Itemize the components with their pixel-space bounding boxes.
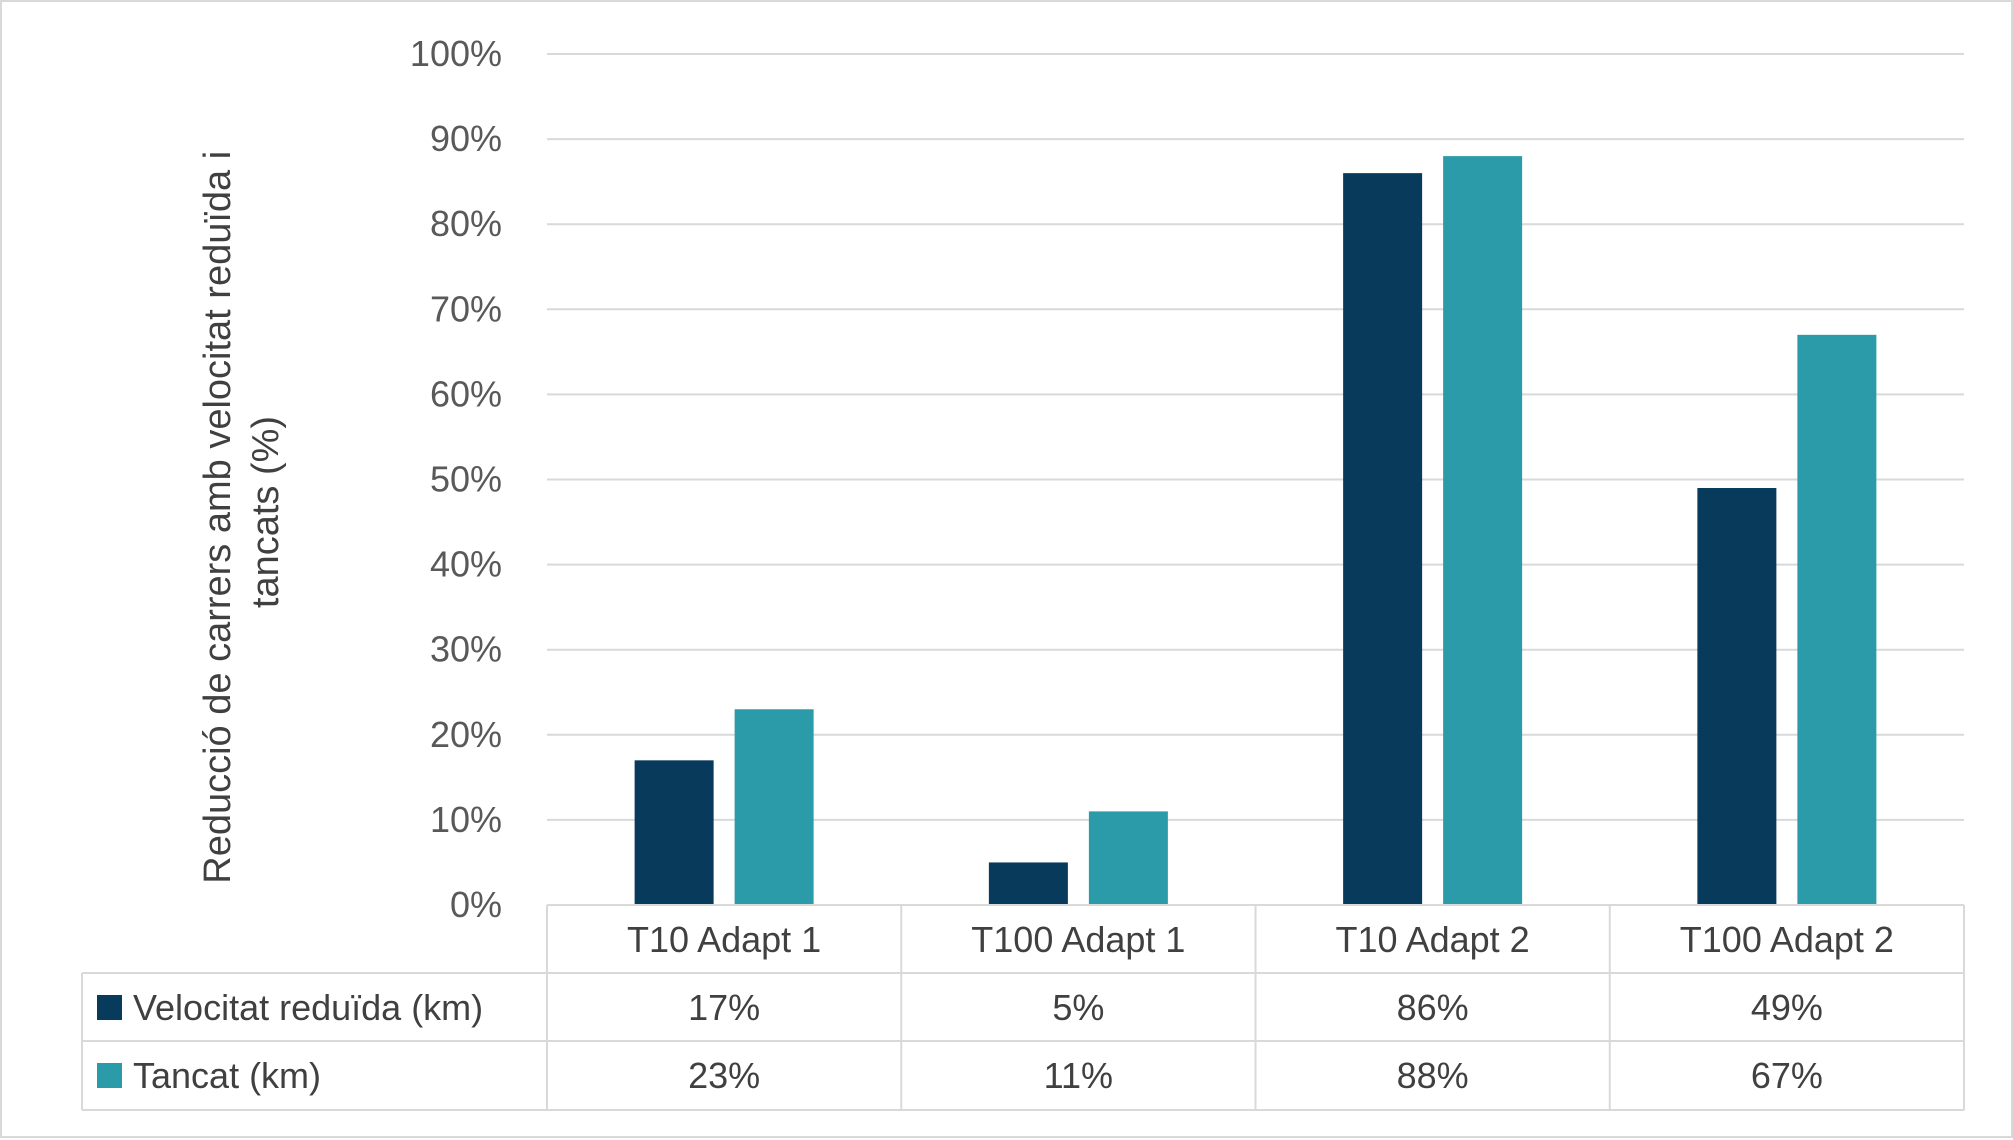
y-tick-label: 10% bbox=[430, 799, 502, 840]
data-label: 5% bbox=[1052, 987, 1104, 1028]
legend-key bbox=[97, 1063, 122, 1088]
y-tick-label: 80% bbox=[430, 203, 502, 244]
y-tick-label: 50% bbox=[430, 459, 502, 500]
bars bbox=[634, 156, 1877, 906]
legend-label: Tancat (km) bbox=[133, 1055, 321, 1096]
bar bbox=[634, 760, 714, 905]
bar bbox=[1697, 488, 1777, 905]
y-tick-label: 70% bbox=[430, 288, 502, 329]
category-label: T100 Adapt 1 bbox=[971, 919, 1185, 960]
y-tick-label: 100% bbox=[410, 33, 502, 74]
y-tick-label: 0% bbox=[450, 884, 502, 925]
bar bbox=[988, 862, 1068, 905]
bar bbox=[1088, 811, 1168, 905]
legend-label: Velocitat reduïda (km) bbox=[133, 987, 483, 1028]
y-tick-label: 30% bbox=[430, 629, 502, 670]
data-label: 23% bbox=[688, 1055, 760, 1096]
legend-key bbox=[97, 995, 122, 1020]
y-axis-label: Reducció de carrers amb velocitat reduïd… bbox=[197, 140, 287, 883]
bar bbox=[1443, 156, 1523, 905]
category-label: T10 Adapt 2 bbox=[1336, 919, 1530, 960]
category-label: T10 Adapt 1 bbox=[627, 919, 821, 960]
bar bbox=[1343, 173, 1423, 905]
y-tick-label: 40% bbox=[430, 544, 502, 585]
data-label: 17% bbox=[688, 987, 760, 1028]
data-label: 49% bbox=[1751, 987, 1823, 1028]
data-label: 88% bbox=[1397, 1055, 1469, 1096]
data-label: 67% bbox=[1751, 1055, 1823, 1096]
data-label: 86% bbox=[1397, 987, 1469, 1028]
bar bbox=[734, 709, 814, 905]
data-table: T10 Adapt 1 T100 Adapt 1 T10 Adapt 2 T100 A… bbox=[81, 904, 1965, 1111]
y-axis-label-line-1: Reducció de carrers amb velocitat reduïd… bbox=[197, 151, 239, 884]
y-tick-label: 20% bbox=[430, 714, 502, 755]
y-tick-label: 60% bbox=[430, 373, 502, 414]
y-tick-label: 90% bbox=[430, 118, 502, 159]
bar bbox=[1797, 334, 1877, 906]
y-axis-label-line-2: tancats (%) bbox=[245, 416, 287, 608]
category-label: T100 Adapt 2 bbox=[1680, 919, 1894, 960]
y-axis-ticks: 0% 10% 20% 30% 40% 50% 60% 70% 80% 90% 100% bbox=[410, 33, 502, 925]
data-label: 11% bbox=[1044, 1055, 1113, 1096]
